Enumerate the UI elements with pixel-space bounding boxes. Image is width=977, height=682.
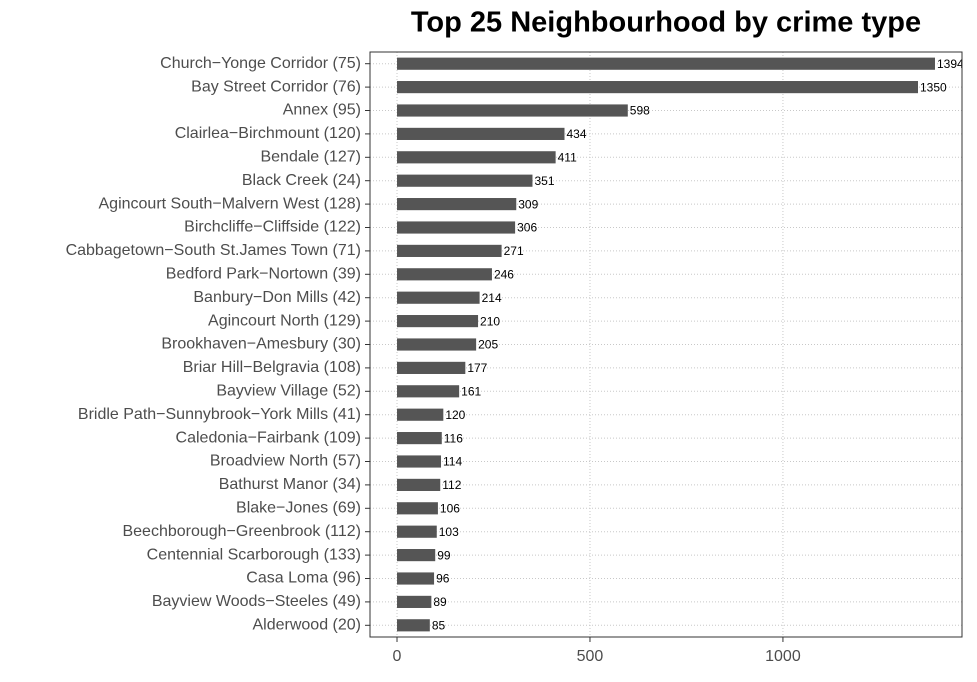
- value-label: 598: [630, 104, 650, 118]
- value-label: 161: [461, 384, 481, 398]
- bar: [397, 268, 492, 281]
- y-tick-label: Annex (95): [283, 102, 361, 119]
- bar: [397, 315, 479, 328]
- bar: [397, 385, 460, 398]
- bar: [397, 549, 436, 562]
- y-tick-label: Bayview Village (52): [216, 383, 361, 400]
- y-tick-label: Church−Yonge Corridor (75): [160, 55, 361, 72]
- y-tick-label: Bedford Park−Nortown (39): [166, 266, 361, 283]
- bar: [397, 291, 480, 304]
- y-tick-label: Broadview North (57): [210, 453, 361, 470]
- y-tick-label: Banbury−Don Mills (42): [193, 289, 361, 306]
- bar: [397, 595, 432, 608]
- y-tick-label: Bendale (127): [260, 149, 361, 166]
- value-label: 120: [445, 408, 465, 422]
- value-label: 116: [444, 431, 463, 445]
- value-label: 177: [467, 361, 487, 375]
- value-label: 112: [442, 478, 461, 492]
- y-tick-label: Agincourt North (129): [208, 312, 361, 329]
- value-label: 309: [518, 197, 538, 211]
- bar: [397, 478, 441, 491]
- y-tick-label: Alderwood (20): [253, 617, 362, 634]
- y-tick-label: Cabbagetown−South St.James Town (71): [66, 242, 361, 259]
- value-label: 89: [433, 595, 447, 609]
- bar: [397, 572, 435, 585]
- y-tick-label: Brookhaven−Amesbury (30): [161, 336, 361, 353]
- y-tick-label: Black Creek (24): [242, 172, 361, 189]
- value-label: 434: [567, 127, 587, 141]
- bar: [397, 57, 935, 70]
- bar: [397, 221, 516, 234]
- bar: [397, 81, 919, 94]
- chart-title: Top 25 Neighbourhood by crime type: [411, 7, 921, 39]
- y-tick-label: Casa Loma (96): [246, 570, 361, 587]
- value-label: 210: [480, 314, 500, 328]
- y-tick-label: Clairlea−Birchmount (120): [175, 125, 361, 142]
- plot-area: 1394 1350 598 434 411 351 309 306 271 246 214 210 20…: [370, 52, 964, 637]
- value-label: 106: [440, 501, 460, 515]
- value-label: 85: [432, 618, 446, 632]
- bar: [397, 151, 556, 164]
- value-label: 214: [482, 291, 502, 305]
- y-tick-label: Bay Street Corridor (76): [191, 78, 361, 95]
- y-tick-label: Birchcliffe−Cliffside (122): [184, 219, 361, 236]
- x-tick-label: 500: [577, 648, 604, 665]
- bar: [397, 174, 533, 187]
- value-label: 99: [437, 548, 451, 562]
- value-label: 351: [534, 174, 554, 188]
- y-tick-label: Briar Hill−Belgravia (108): [183, 359, 361, 376]
- value-label: 96: [436, 572, 450, 586]
- y-tick-label: Centennial Scarborough (133): [147, 546, 361, 563]
- bar: [397, 198, 517, 211]
- value-label: 246: [494, 267, 514, 281]
- bar: [397, 244, 502, 257]
- bar: [397, 432, 442, 445]
- y-tick-label: Bathurst Manor (34): [219, 476, 361, 493]
- x-tick-label: 0: [393, 648, 402, 665]
- value-label: 271: [504, 244, 524, 258]
- y-tick-label: Caledonia−Fairbank (109): [176, 429, 361, 446]
- bar: [397, 361, 466, 374]
- value-label: 1350: [920, 80, 947, 94]
- value-label: 103: [439, 525, 459, 539]
- y-tick-label: Bayview Woods−Steeles (49): [152, 593, 361, 610]
- value-label: 205: [478, 338, 498, 352]
- bar: [397, 127, 565, 140]
- y-tick-label: Bridle Path−Sunnybrook−York Mills (41): [78, 406, 361, 423]
- bar: [397, 525, 437, 538]
- value-label: 411: [558, 150, 577, 164]
- bar: [397, 408, 444, 421]
- value-label: 306: [517, 221, 537, 235]
- x-tick-label: 1000: [765, 648, 801, 665]
- y-tick-label: Agincourt South−Malvern West (128): [99, 195, 362, 212]
- value-label: 1394: [937, 57, 964, 71]
- bar: [397, 338, 477, 351]
- bar: [397, 455, 442, 468]
- bar: [397, 619, 430, 632]
- bar: [397, 104, 628, 117]
- y-tick-label: Blake−Jones (69): [236, 500, 361, 517]
- value-label: 114: [443, 455, 462, 469]
- y-tick-label: Beechborough−Greenbrook (112): [122, 523, 361, 540]
- bar: [397, 502, 438, 515]
